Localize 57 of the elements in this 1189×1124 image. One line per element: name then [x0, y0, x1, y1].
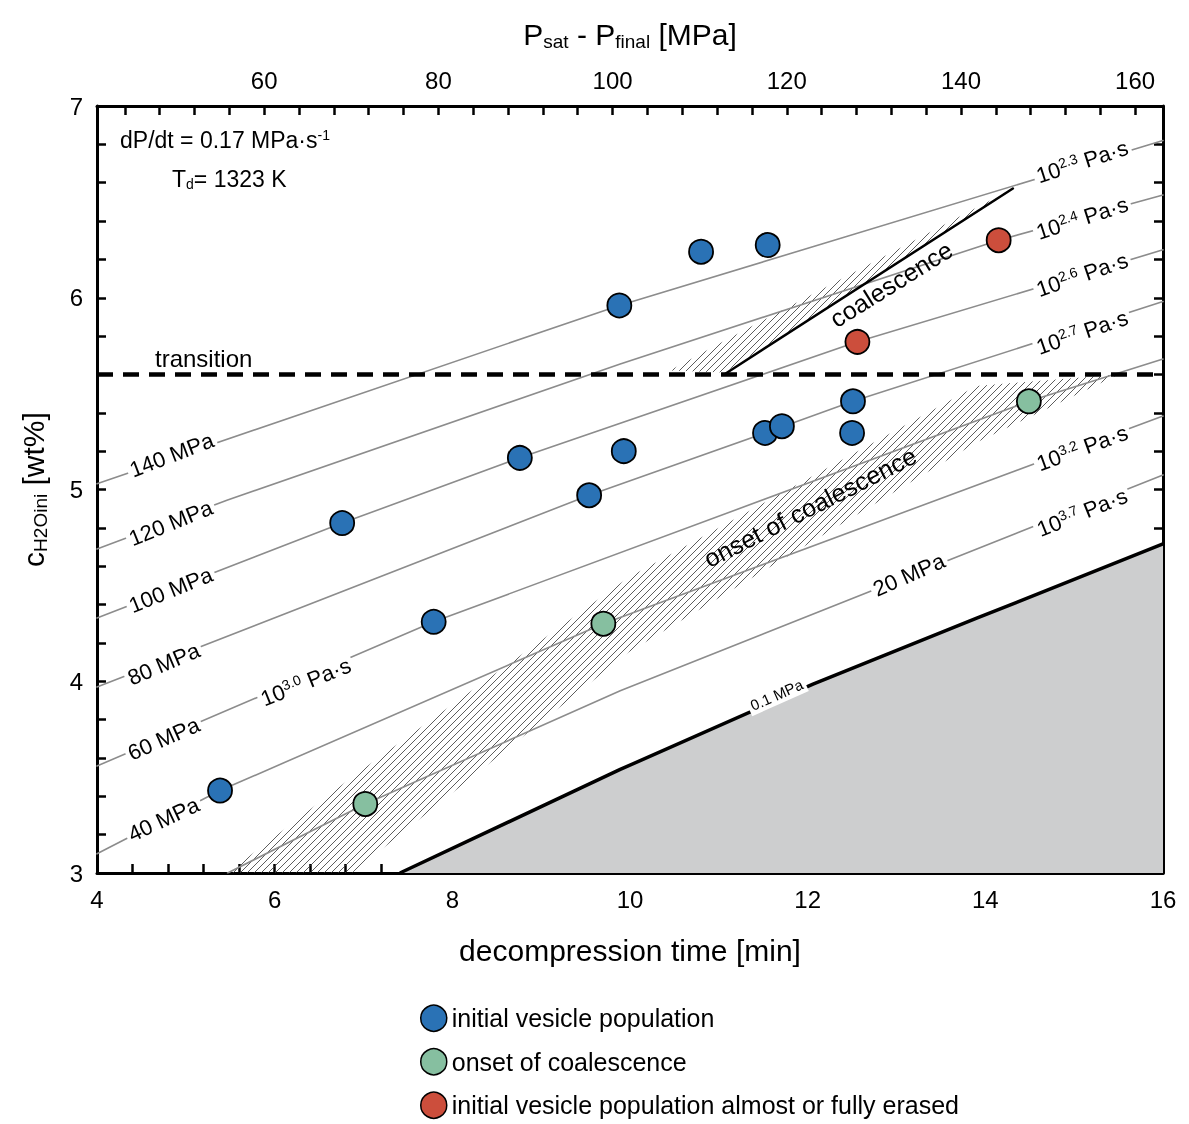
y-tick-label: 6 [69, 284, 83, 312]
annotation: 103.2 Pa·s [1033, 420, 1132, 477]
x2-tick-label: 160 [1115, 66, 1156, 94]
point [576, 482, 603, 509]
point [506, 444, 533, 471]
x-tick-label: 6 [267, 885, 282, 913]
point [352, 791, 379, 817]
x2-tick-label: 80 [425, 66, 452, 94]
annotation: 102.4 Pa·s [1032, 191, 1132, 245]
legend-label: initial vesicle population almost or fully erased [451, 1091, 959, 1120]
annotation: 40 MPa [124, 791, 204, 847]
point [769, 413, 795, 440]
point [606, 292, 633, 319]
point [610, 438, 637, 465]
point [985, 227, 1012, 254]
annotation: 103.7 Pa·s [1033, 483, 1131, 542]
x-axis-title: decompression time [min] [459, 934, 801, 967]
x-tick-label: 16 [1149, 885, 1177, 913]
y-tick-label: 7 [69, 92, 83, 120]
point [1015, 388, 1042, 415]
annotation: 103.0 Pa·s [256, 652, 355, 712]
annotation: 0.1 MPa [747, 675, 807, 714]
point [844, 328, 871, 355]
x-tick-label: 4 [90, 885, 104, 913]
point [329, 510, 356, 536]
point [839, 420, 865, 446]
x-tick-label: 12 [794, 885, 822, 913]
annotation: Td= 1323 K [172, 166, 288, 193]
y-axis-title: cH2Oini [wt%] [17, 412, 51, 567]
annotation: 102.6 Pa·s [1033, 247, 1132, 303]
x2-tick-label: 60 [250, 66, 278, 94]
annotation: 102.3 Pa·s [1032, 135, 1132, 189]
annotation: 80 MPa [123, 637, 205, 691]
x2-tick-label: 140 [940, 66, 981, 94]
annotation: 20 MPa [869, 547, 950, 602]
point [420, 608, 447, 635]
annotation: 60 MPa [123, 711, 205, 766]
point [840, 388, 866, 415]
point [207, 777, 233, 804]
ref-line-label: transition [155, 344, 253, 372]
y-tick-label: 3 [69, 859, 83, 887]
y-tick-label: 5 [69, 476, 83, 503]
point [688, 238, 714, 265]
legend-label: onset of coalescence [451, 1047, 687, 1076]
annotation: 102.7 Pa·s [1033, 304, 1132, 360]
annotation: 100 MPa [125, 561, 217, 619]
annotation: 120 MPa [125, 494, 217, 552]
annotation: 140 MPa [126, 427, 218, 483]
x2-tick-label: 120 [766, 66, 807, 94]
point [754, 232, 781, 258]
x-tick-label: 14 [971, 885, 999, 913]
x-tick-label: 8 [445, 885, 460, 913]
point [590, 610, 617, 637]
x2-tick-label: 100 [592, 66, 633, 94]
x-tick-label: 10 [616, 885, 644, 913]
legend-label: initial vesicle population [451, 1004, 715, 1033]
y-tick-label: 4 [69, 667, 83, 695]
